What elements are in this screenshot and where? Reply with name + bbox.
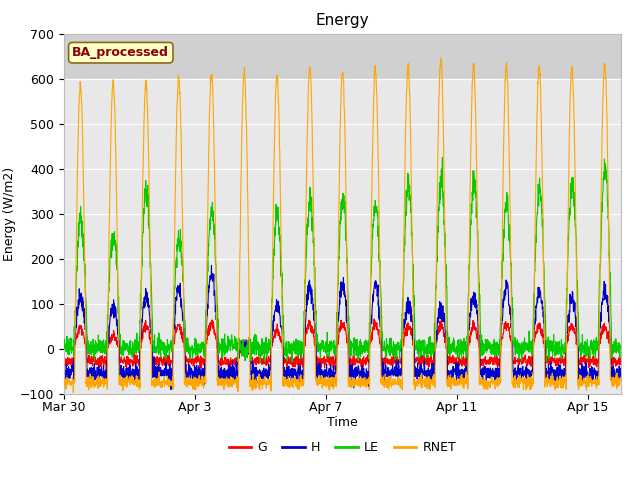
LE	[180, 301, 188, 307]
LE	[617, 342, 625, 348]
RNET	[173, 100, 181, 106]
RNET	[367, 306, 374, 312]
LE	[173, 264, 180, 270]
RNET	[104, 321, 112, 327]
LE	[60, 346, 68, 351]
Line: RNET: RNET	[64, 58, 621, 392]
Line: H: H	[64, 265, 621, 390]
LE	[257, 360, 264, 365]
Text: BA_processed: BA_processed	[72, 46, 169, 59]
Line: LE: LE	[64, 157, 621, 362]
G	[617, 360, 625, 366]
RNET	[60, 380, 68, 386]
H	[207, 263, 215, 268]
LE	[367, 302, 374, 308]
G	[499, 331, 507, 336]
H	[104, 336, 111, 341]
X-axis label: Time: Time	[327, 416, 358, 429]
RNET	[228, 381, 236, 386]
LE	[104, 317, 111, 323]
Title: Energy: Energy	[316, 13, 369, 28]
RNET	[499, 171, 507, 177]
RNET	[180, 382, 188, 387]
G	[371, 316, 378, 322]
H	[617, 368, 625, 373]
G	[228, 358, 236, 363]
G	[104, 345, 112, 351]
G	[102, 367, 110, 373]
H	[499, 296, 507, 302]
H	[228, 373, 236, 379]
Legend: G, H, LE, RNET: G, H, LE, RNET	[223, 436, 461, 459]
Line: G: G	[64, 319, 621, 370]
H	[167, 387, 175, 393]
Y-axis label: Energy (W/m2): Energy (W/m2)	[3, 167, 16, 261]
G	[180, 343, 188, 349]
G	[173, 327, 181, 333]
RNET	[436, 55, 444, 61]
H	[173, 285, 181, 290]
RNET	[70, 389, 77, 395]
LE	[499, 258, 507, 264]
H	[60, 367, 68, 373]
G	[367, 336, 374, 342]
LE	[438, 155, 446, 160]
H	[180, 332, 188, 337]
G	[60, 358, 68, 364]
Bar	[64, 34, 621, 79]
LE	[227, 342, 235, 348]
H	[367, 328, 374, 334]
RNET	[617, 377, 625, 383]
